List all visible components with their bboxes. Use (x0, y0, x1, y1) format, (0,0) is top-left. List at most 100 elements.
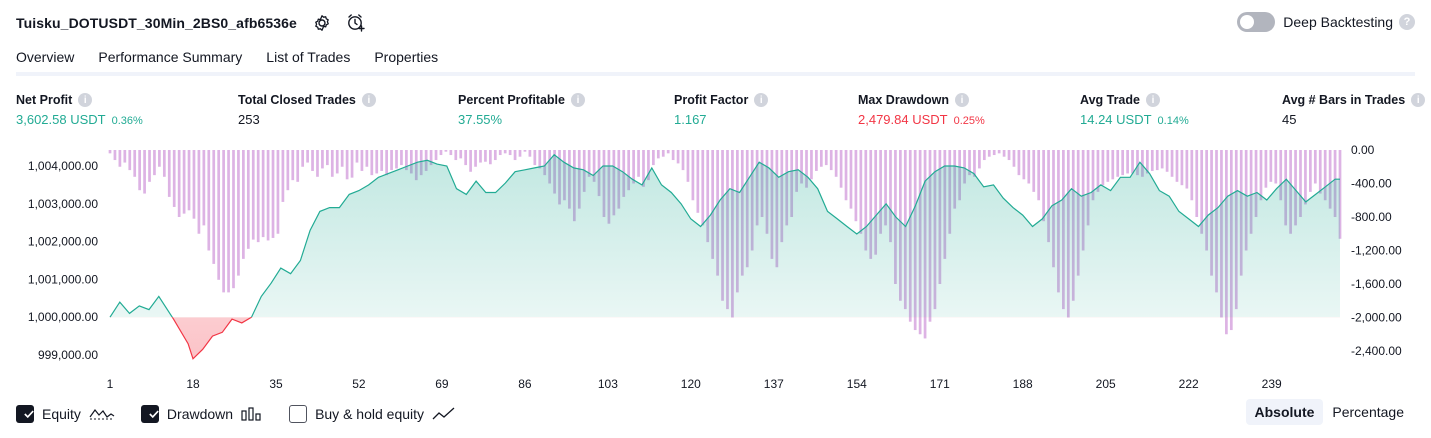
equity-line (109, 153, 1340, 318)
info-icon[interactable]: i (1145, 93, 1160, 107)
drawdown-bar (859, 150, 863, 234)
drawdown-bar (1205, 150, 1208, 251)
drawdown-bar (192, 150, 196, 219)
right-axis-tick-label: -2,000.00 (1351, 311, 1402, 325)
drawdown-bar (1116, 150, 1120, 177)
drawdown-bar (1022, 150, 1026, 180)
drawdown-bar (528, 150, 532, 157)
strategy-header: Tuisku_DOTUSDT_30Min_2BS0_afb6536e (16, 8, 367, 38)
help-icon[interactable]: ? (1399, 14, 1415, 30)
info-icon[interactable]: i (754, 93, 769, 107)
drawdown-bar (1294, 150, 1297, 226)
metric-label: Profit Factor (674, 93, 749, 107)
absolute-button[interactable]: Absolute (1245, 399, 1324, 425)
x-axis-tick-label: 137 (764, 377, 784, 391)
drawdown-bar (162, 150, 166, 177)
drawdown-bar (844, 150, 848, 201)
drawdown-bar (661, 150, 665, 157)
metric-percent: 0.25% (953, 115, 985, 127)
drawdown-bar (474, 150, 477, 167)
drawdown-bar (365, 150, 369, 167)
drawdown-bar (1027, 150, 1031, 184)
legend-buy-hold-label: Buy & hold equity (315, 406, 425, 422)
drawdown-bar (266, 150, 270, 241)
metric-value: 2,479.84 USDT (858, 112, 948, 127)
x-axis-tick-label: 171 (930, 377, 950, 391)
drawdown-bar (276, 150, 280, 234)
right-axis-tick-label: -1,200.00 (1351, 244, 1402, 258)
chart-legend: Equity Drawdown Buy & hold equity (16, 402, 482, 426)
tab-properties[interactable]: Properties (374, 49, 439, 65)
x-axis-tick-label: 52 (352, 377, 366, 391)
drawdown-bar (810, 150, 813, 180)
drawdown-bar (523, 150, 527, 152)
drawdown-bar (1318, 150, 1322, 194)
info-icon[interactable]: i (570, 93, 585, 107)
drawdown-bar (513, 150, 517, 161)
drawdown-bar (498, 150, 502, 156)
drawdown-bar (187, 150, 191, 211)
metric-avg-trade: Avg Trade i 14.24 USDT 0.14% (1080, 93, 1189, 127)
drawdown-bar (973, 150, 976, 177)
metrics-row: Net Profit i 3,602.58 USDT 0.36% Total Clo… (0, 93, 1431, 133)
drawdown-bar (1150, 150, 1154, 171)
drawdown-bar (345, 150, 349, 180)
drawdown-bar (884, 150, 887, 226)
info-icon[interactable]: i (1411, 93, 1426, 107)
drawdown-bar (839, 150, 843, 188)
drawdown-bar (637, 150, 640, 177)
info-icon[interactable]: i (955, 93, 969, 107)
info-icon[interactable]: i (78, 93, 93, 107)
drawdown-bar (1195, 150, 1199, 217)
drawdown-bar (167, 150, 171, 197)
drawdown-bar (592, 150, 596, 182)
percentage-button[interactable]: Percentage (1332, 404, 1404, 420)
drawdown-bar (518, 150, 522, 157)
equity-line-icon (89, 409, 115, 420)
drawdown-bar (656, 150, 660, 159)
drawdown-bar (177, 150, 181, 217)
legend-equity[interactable]: Equity (16, 405, 115, 423)
drawdown-bar (405, 150, 408, 171)
drawdown-bar (854, 150, 858, 222)
drawdown-bar (997, 150, 1001, 154)
right-axis-tick-label: -800.00 (1351, 210, 1392, 224)
info-icon[interactable]: i (361, 93, 376, 107)
drawdown-bar (444, 150, 448, 152)
legend-buy-hold[interactable]: Buy & hold equity (289, 405, 456, 423)
deep-backtesting-toggle[interactable] (1237, 12, 1276, 32)
drawdown-bar (829, 150, 833, 171)
toggle-knob (1240, 15, 1255, 29)
drawdown-bar (1146, 150, 1149, 174)
add-alert-clock-icon[interactable] (345, 12, 367, 34)
drawdown-bar (479, 150, 482, 163)
drawdown-bar (217, 150, 221, 280)
metric-percent: 0.14% (1157, 115, 1189, 127)
drawdown-bar (1175, 150, 1179, 182)
trend-line-icon (432, 407, 455, 420)
equity-area-positive (110, 154, 1340, 318)
drawdown-bar (232, 150, 235, 289)
metric-total-closed-trades: Total Closed Trades i 253 (238, 93, 376, 127)
metric-avg-bars: Avg # Bars in Trades i 45 (1282, 93, 1426, 127)
drawdown-bar (503, 150, 507, 154)
drawdown-bar (647, 150, 650, 181)
drawdown-bar (454, 150, 458, 161)
drawdown-bar (864, 150, 868, 251)
buy-hold-checkbox[interactable] (289, 405, 308, 423)
equity-drawdown-chart[interactable]: 1,004,000.00 1,003,000.00 1,002,000.00 1,00… (0, 140, 1431, 398)
drawdown-checkbox[interactable] (140, 405, 159, 423)
legend-drawdown[interactable]: Drawdown (140, 405, 263, 423)
drawdown-bar (108, 150, 112, 154)
drawdown-bar (1269, 150, 1273, 182)
tab-list-of-trades[interactable]: List of Trades (266, 49, 351, 65)
legend-equity-label: Equity (42, 406, 81, 422)
drawdown-bar (1096, 150, 1100, 192)
drawdown-bar (123, 150, 127, 163)
right-axis-tick-label: 0.00 (1351, 143, 1375, 157)
drawdown-bar (1200, 150, 1204, 234)
tab-performance-summary[interactable]: Performance Summary (98, 49, 243, 65)
settings-gear-icon[interactable] (311, 12, 333, 34)
equity-checkbox[interactable] (16, 405, 34, 423)
drawdown-bar (202, 150, 206, 226)
